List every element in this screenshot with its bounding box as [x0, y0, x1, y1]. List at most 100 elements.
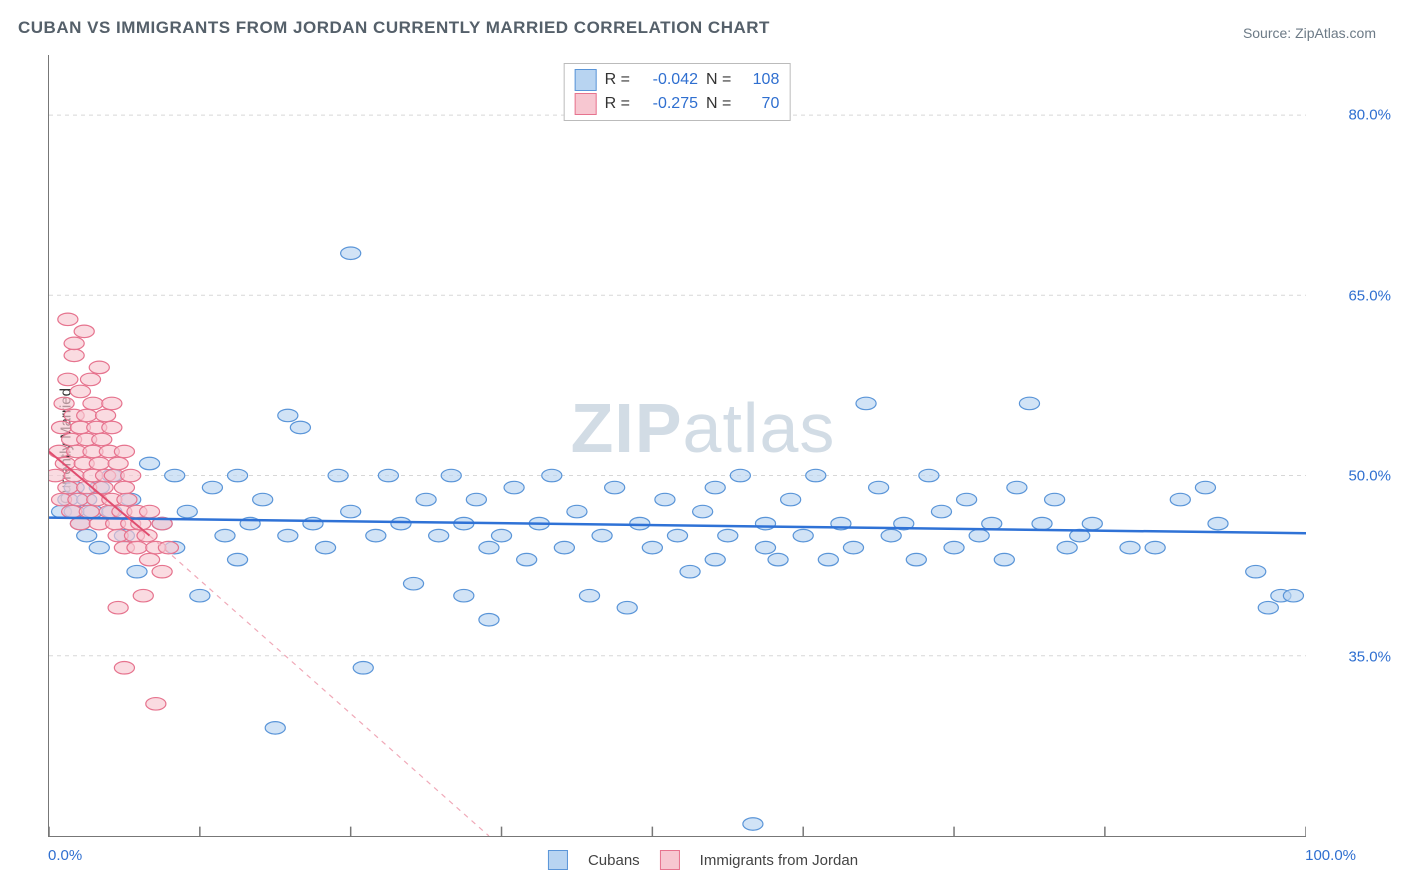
data-point: [140, 553, 160, 565]
legend-r-value: -0.275: [638, 92, 698, 116]
data-point: [102, 397, 122, 409]
data-point: [215, 529, 235, 541]
data-point: [1019, 397, 1039, 409]
data-point: [74, 325, 94, 337]
data-point: [64, 349, 84, 361]
legend-series-label: Cubans: [588, 852, 640, 869]
data-point: [994, 553, 1014, 565]
data-point: [693, 505, 713, 517]
data-point: [554, 541, 574, 553]
data-point: [466, 493, 486, 505]
data-point: [718, 529, 738, 541]
data-point: [755, 541, 775, 553]
data-point: [127, 541, 147, 553]
data-point: [843, 541, 863, 553]
scatter-plot-svg: [48, 55, 1306, 837]
data-point: [1170, 493, 1190, 505]
data-point: [177, 505, 197, 517]
data-point: [114, 662, 134, 674]
data-point: [517, 553, 537, 565]
legend-swatch: [548, 850, 568, 870]
legend-swatch: [660, 850, 680, 870]
legend-row: R = -0.275 N = 70: [575, 92, 780, 116]
data-point: [944, 541, 964, 553]
data-point: [1120, 541, 1140, 553]
legend-n-value: 108: [739, 68, 779, 92]
legend-row: R = -0.042 N = 108: [575, 68, 780, 92]
legend-correlation: R = -0.042 N = 108 R = -0.275 N = 70: [564, 63, 791, 121]
data-point: [290, 421, 310, 433]
data-point: [391, 517, 411, 529]
data-point: [1208, 517, 1228, 529]
data-point: [667, 529, 687, 541]
data-point: [479, 613, 499, 625]
data-point: [127, 565, 147, 577]
data-point: [806, 469, 826, 481]
legend-swatch: [575, 93, 597, 115]
x-tick-label: 100.0%: [1305, 847, 1356, 864]
data-point: [567, 505, 587, 517]
data-point: [818, 553, 838, 565]
data-point: [68, 493, 88, 505]
data-point: [416, 493, 436, 505]
y-tick-label: 80.0%: [1348, 107, 1391, 124]
legend-n-label: N =: [706, 68, 731, 92]
data-point: [64, 469, 84, 481]
data-point: [152, 565, 172, 577]
data-point: [140, 457, 160, 469]
data-point: [957, 493, 977, 505]
data-point: [89, 541, 109, 553]
data-point: [579, 589, 599, 601]
data-point: [227, 469, 247, 481]
source-label: Source: ZipAtlas.com: [1243, 25, 1376, 41]
data-point: [96, 409, 116, 421]
data-point: [48, 469, 65, 481]
data-point: [1246, 565, 1266, 577]
data-point: [680, 565, 700, 577]
legend-series: Cubans Immigrants from Jordan: [548, 850, 858, 870]
data-point: [146, 698, 166, 710]
data-point: [341, 247, 361, 259]
data-point: [642, 541, 662, 553]
data-point: [80, 373, 100, 385]
data-point: [454, 589, 474, 601]
data-point: [265, 722, 285, 734]
data-point: [429, 529, 449, 541]
data-point: [969, 529, 989, 541]
plot-area: R = -0.042 N = 108 R = -0.275 N = 70: [48, 55, 1306, 837]
data-point: [1195, 481, 1215, 493]
data-point: [140, 505, 160, 517]
data-point: [378, 469, 398, 481]
data-point: [89, 361, 109, 373]
data-point: [278, 529, 298, 541]
data-point: [856, 397, 876, 409]
data-point: [655, 493, 675, 505]
legend-n-label: N =: [706, 92, 731, 116]
data-point: [869, 481, 889, 493]
data-point: [705, 481, 725, 493]
chart-title: CUBAN VS IMMIGRANTS FROM JORDAN CURRENTL…: [18, 18, 770, 38]
data-point: [108, 457, 128, 469]
y-tick-label: 35.0%: [1348, 648, 1391, 665]
data-point: [705, 553, 725, 565]
data-point: [227, 553, 247, 565]
data-point: [881, 529, 901, 541]
data-point: [58, 313, 78, 325]
data-point: [114, 481, 134, 493]
data-point: [202, 481, 222, 493]
data-point: [1032, 517, 1052, 529]
data-point: [366, 529, 386, 541]
data-point: [491, 529, 511, 541]
data-point: [919, 469, 939, 481]
data-point: [83, 397, 103, 409]
data-point: [121, 469, 141, 481]
data-point: [1283, 589, 1303, 601]
data-point: [1145, 541, 1165, 553]
data-point: [768, 553, 788, 565]
legend-series-label: Immigrants from Jordan: [700, 852, 858, 869]
data-point: [743, 818, 763, 830]
data-point: [315, 541, 335, 553]
data-point: [278, 409, 298, 421]
data-point: [1082, 517, 1102, 529]
data-point: [64, 337, 84, 349]
